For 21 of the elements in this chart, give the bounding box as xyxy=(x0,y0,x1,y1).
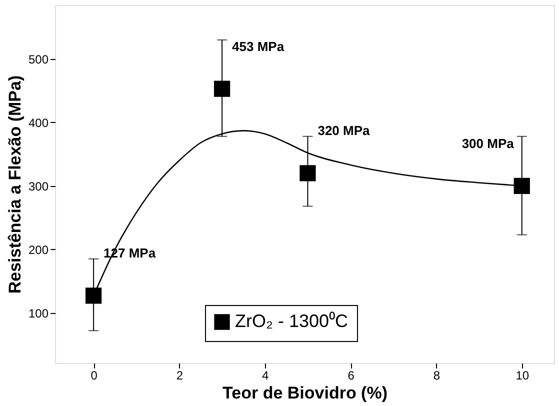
point xyxy=(514,178,530,194)
annotation: 453 MPa xyxy=(232,38,285,54)
annotation: 300 MPa xyxy=(462,136,515,151)
x-tick-label: 0 xyxy=(90,368,98,382)
x-tick-label: 2 xyxy=(176,368,184,382)
y-tick-label: 200 xyxy=(28,242,49,257)
y-tick-label: 300 xyxy=(28,179,49,194)
y-tick-label: 400 xyxy=(28,116,49,130)
point xyxy=(85,288,102,304)
point xyxy=(214,80,230,97)
y-axis-title: Resistência a Flexão (MPa) xyxy=(5,75,24,294)
annotation: 320 MPa xyxy=(318,123,371,138)
x-tick-label: 8 xyxy=(433,368,440,382)
x-axis-title: Teor de Biovidro (%) xyxy=(222,384,388,402)
point xyxy=(300,165,316,182)
x-tick-label: 6 xyxy=(348,368,355,382)
legend-label: ZrO₂ - 1300⁰C xyxy=(235,311,348,331)
x-tick-label: 10 xyxy=(516,368,530,382)
y-tick-label: 100 xyxy=(28,306,49,320)
y-tick-label: 500 xyxy=(28,52,49,66)
x-tick-label: 4 xyxy=(262,368,270,382)
